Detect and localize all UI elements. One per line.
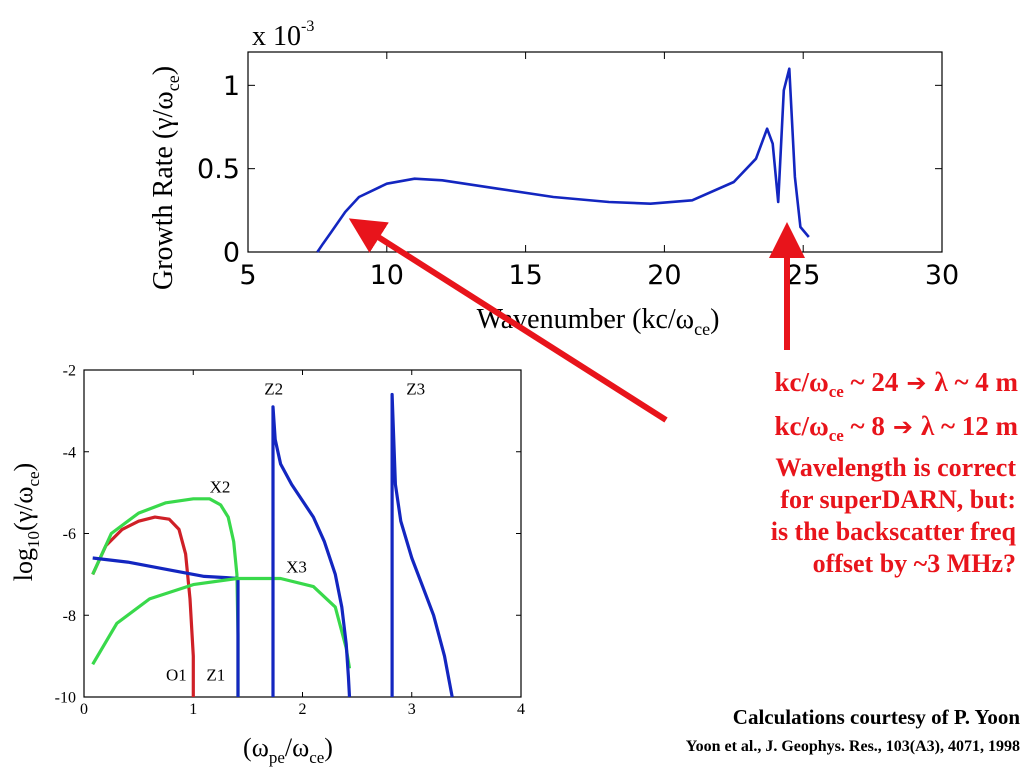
remark-line: for superDARN, but: xyxy=(780,485,1016,514)
series-label: X3 xyxy=(286,557,307,576)
x-tick-label: 5 xyxy=(239,260,256,291)
series-label: Z3 xyxy=(406,380,425,399)
y-tick-label: 1 xyxy=(223,71,240,102)
x-tick-label: 10 xyxy=(370,260,404,291)
arrow-to-k8 xyxy=(348,218,668,423)
remark-text: Wavelength is correct for superDARN, but… xyxy=(640,452,1016,580)
wavelength-conversions: kc/ωce ~ 24 ➔ λ ~ 4 m kc/ωce ~ 8 ➔ λ ~ 12 m xyxy=(640,362,1018,450)
remark-line: Wavelength is correct xyxy=(775,453,1016,482)
series-line-3 xyxy=(91,576,352,669)
conversion-line-8: kc/ωce ~ 8 ➔ λ ~ 12 m xyxy=(774,411,1018,445)
series-line-0 xyxy=(316,67,810,253)
y-tick-label: 0 xyxy=(223,237,240,268)
x-tick-label: 30 xyxy=(925,260,959,291)
top-exponent-label: x 10-3 xyxy=(252,18,314,52)
x-tick-label: 3 xyxy=(408,701,416,718)
remark-line: offset by ~3 MHz? xyxy=(812,549,1016,578)
remark-line: is the backscatter freq xyxy=(770,517,1016,546)
reference-line: Yoon et al., J. Geophys. Res., 103(A3), … xyxy=(685,738,1020,755)
series-label: X2 xyxy=(210,478,231,497)
right-arrow-icon: ➔ xyxy=(892,413,913,441)
series-label: Z2 xyxy=(264,380,283,399)
x-tick-label: 2 xyxy=(299,701,307,718)
y-tick-label: -10 xyxy=(55,690,76,707)
top-plot-frame xyxy=(247,51,943,253)
x-tick-label: 0 xyxy=(80,701,88,718)
y-tick-label: -6 xyxy=(63,526,76,543)
y-tick-label: 0.5 xyxy=(197,154,240,185)
y-tick-label: -2 xyxy=(63,363,76,380)
bottom-y-axis-label: log10(γ/ωce) xyxy=(9,463,43,581)
series-line-0 xyxy=(91,515,195,697)
credit-line: Calculations courtesy of P. Yoon xyxy=(732,705,1020,729)
bottom-plot-frame xyxy=(83,369,522,698)
right-arrow-icon: ➔ xyxy=(906,369,927,397)
x-tick-label: 1 xyxy=(189,701,197,718)
x-tick-label: 15 xyxy=(508,260,542,291)
y-tick-label: -4 xyxy=(63,444,76,461)
series-label: Z1 xyxy=(206,666,225,685)
x-tick-label: 4 xyxy=(517,701,525,718)
series-line-4 xyxy=(271,405,352,698)
x-tick-label: 20 xyxy=(647,260,681,291)
series-line-5 xyxy=(390,392,454,698)
conversion-line-24: kc/ωce ~ 24 ➔ λ ~ 4 m xyxy=(774,367,1018,401)
top-y-axis-label: Growth Rate (γ/ωce) xyxy=(148,66,183,290)
bottom-x-axis-label: (ωpe/ωce) xyxy=(243,733,333,767)
series-label: O1 xyxy=(166,666,187,685)
y-tick-label: -8 xyxy=(63,608,76,625)
x-tick-label: 25 xyxy=(786,260,820,291)
